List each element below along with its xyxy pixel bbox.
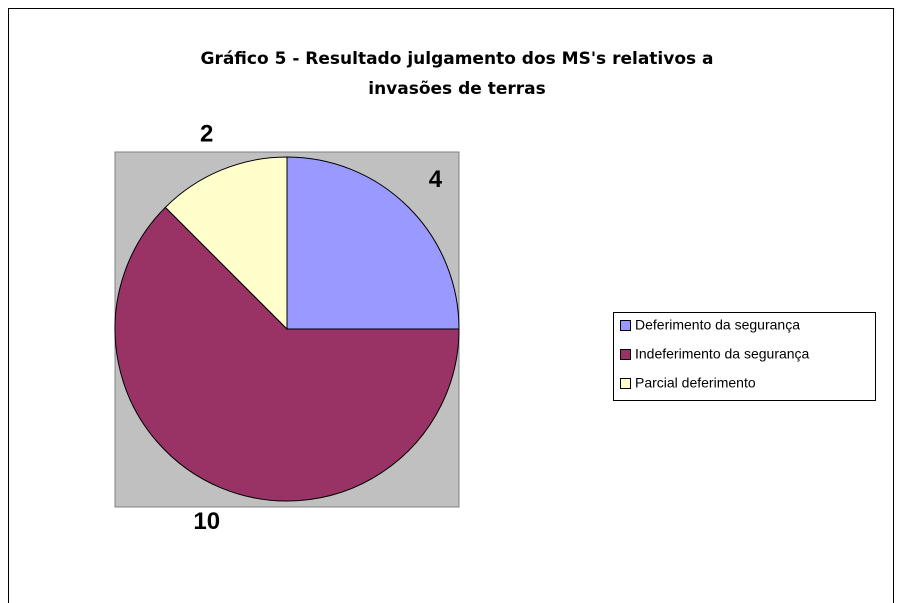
legend-label: Indeferimento da segurança <box>635 346 810 362</box>
legend-label: Deferimento da segurança <box>635 317 800 333</box>
data-label: 10 <box>193 508 220 535</box>
data-label: 2 <box>200 120 213 147</box>
chart-border <box>8 8 894 603</box>
legend-swatch <box>620 378 631 389</box>
data-label: 4 <box>429 166 443 193</box>
legend-label: Parcial deferimento <box>635 375 756 391</box>
pie-slice <box>286 156 460 330</box>
legend-swatch <box>620 320 631 331</box>
pie-slice <box>114 206 460 502</box>
legend-box <box>613 312 876 401</box>
pie-slice <box>164 156 288 331</box>
chart-title: Gráfico 5 - Resultado julgamento dos MS'… <box>200 49 714 99</box>
legend-swatch <box>620 349 631 360</box>
